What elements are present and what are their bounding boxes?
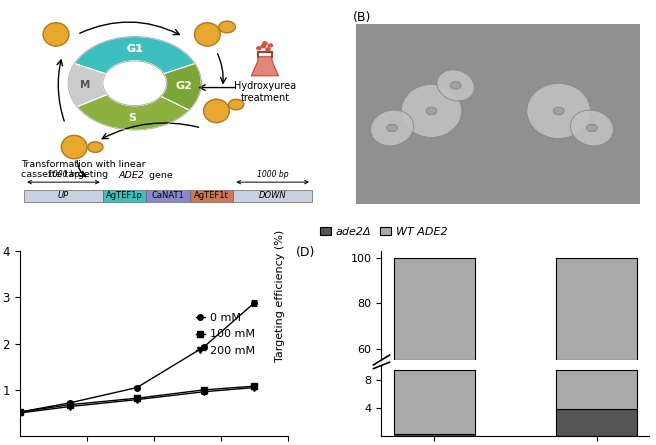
Text: S: S <box>129 113 136 123</box>
Bar <box>394 370 475 434</box>
Wedge shape <box>74 36 195 74</box>
Text: DOWN: DOWN <box>259 191 287 200</box>
Ellipse shape <box>371 110 414 146</box>
Bar <box>394 258 475 360</box>
Ellipse shape <box>195 23 220 46</box>
Text: Transformation with linear
cassette targeting: Transformation with linear cassette targ… <box>21 160 146 179</box>
Wedge shape <box>77 94 190 130</box>
Bar <box>556 370 637 409</box>
Circle shape <box>553 107 564 115</box>
Circle shape <box>263 42 267 45</box>
Bar <box>556 409 637 436</box>
Polygon shape <box>251 57 279 76</box>
Ellipse shape <box>527 83 590 138</box>
Text: ADE2: ADE2 <box>119 171 144 180</box>
Circle shape <box>261 44 266 48</box>
Legend: ade2Δ, WT ADE2: ade2Δ, WT ADE2 <box>320 227 447 237</box>
Ellipse shape <box>218 21 236 33</box>
Circle shape <box>103 61 167 105</box>
Circle shape <box>450 81 461 89</box>
Text: CaNAT1: CaNAT1 <box>152 191 184 200</box>
Ellipse shape <box>228 99 244 110</box>
Circle shape <box>586 124 598 132</box>
Text: AgTEF1t: AgTEF1t <box>194 191 229 200</box>
Text: Hydroxyurea
treatment: Hydroxyurea treatment <box>234 81 296 103</box>
FancyBboxPatch shape <box>103 190 146 202</box>
Ellipse shape <box>401 85 462 138</box>
Circle shape <box>386 124 398 132</box>
Text: gene: gene <box>146 171 173 180</box>
Circle shape <box>266 48 270 51</box>
Bar <box>394 434 475 436</box>
Text: G1: G1 <box>127 44 143 54</box>
Text: G1: G1 <box>127 44 143 54</box>
Circle shape <box>268 44 272 47</box>
Text: M: M <box>81 80 91 90</box>
Ellipse shape <box>437 70 474 101</box>
Text: (B): (B) <box>353 11 371 24</box>
Text: (D): (D) <box>296 246 315 259</box>
Ellipse shape <box>203 99 230 123</box>
FancyBboxPatch shape <box>234 190 312 202</box>
Wedge shape <box>68 64 107 107</box>
Text: AgTEF1p: AgTEF1p <box>106 191 143 200</box>
Text: 1000 bp: 1000 bp <box>48 170 79 179</box>
FancyBboxPatch shape <box>190 190 234 202</box>
Circle shape <box>256 47 261 50</box>
Text: 1000 bp: 1000 bp <box>256 170 289 179</box>
Ellipse shape <box>88 142 103 152</box>
Bar <box>556 258 637 360</box>
FancyBboxPatch shape <box>24 190 103 202</box>
FancyBboxPatch shape <box>356 24 640 204</box>
Legend: 0 mM, 100 mM, 200 mM: 0 mM, 100 mM, 200 mM <box>192 308 260 360</box>
Ellipse shape <box>61 135 87 159</box>
Wedge shape <box>161 64 201 110</box>
Ellipse shape <box>43 23 69 46</box>
FancyBboxPatch shape <box>146 190 190 202</box>
Text: Targeting efficiency (%): Targeting efficiency (%) <box>275 230 285 362</box>
Text: UP: UP <box>58 191 69 200</box>
Ellipse shape <box>570 110 613 146</box>
Text: G2: G2 <box>175 81 192 91</box>
Circle shape <box>426 107 437 115</box>
